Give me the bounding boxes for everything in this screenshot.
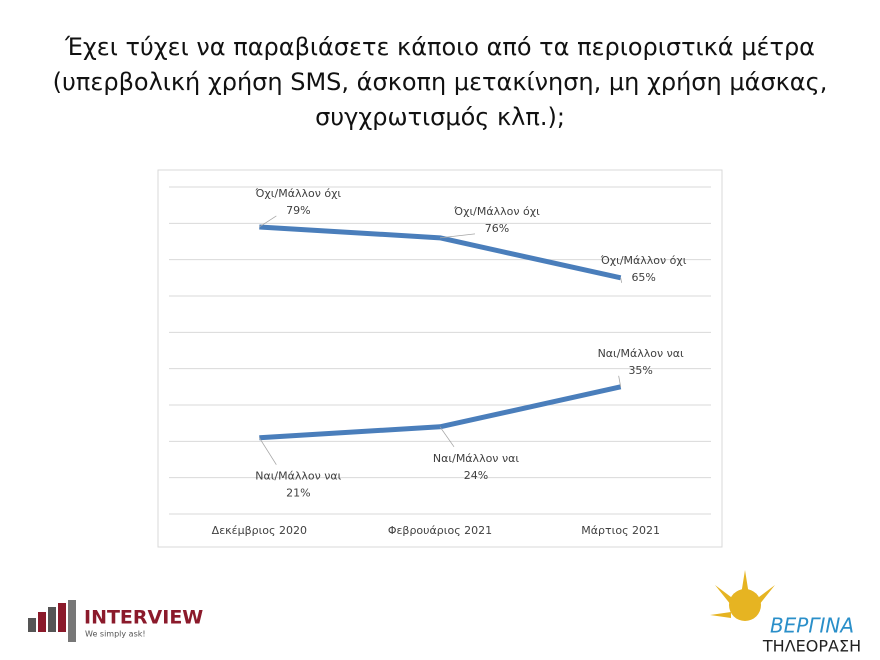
data-label-name: Ναι/Μάλλον ναι xyxy=(255,470,341,483)
leader-line xyxy=(620,277,623,283)
chart-frame xyxy=(157,169,723,548)
logo-bar xyxy=(28,618,36,632)
logo-slogan: We simply ask! xyxy=(85,630,146,639)
data-label: 21% xyxy=(286,487,310,500)
logo-bar xyxy=(68,600,76,642)
data-label-name: Όχι/Μάλλον όχι xyxy=(453,205,540,218)
logo-subtitle: ΤΗΛΕΟΡΑΣΗ xyxy=(762,637,861,656)
data-label: 79% xyxy=(286,204,310,217)
leader-line xyxy=(618,375,622,387)
leader-line xyxy=(439,426,455,448)
data-label: 24% xyxy=(464,469,488,482)
data-label: 35% xyxy=(628,364,652,377)
interview-logo: INTERVIEW We simply ask! xyxy=(28,600,203,642)
x-tick-label: Φεβρουάριος 2021 xyxy=(388,524,492,537)
data-label-name: Όχι/Μάλλον όχι xyxy=(600,254,687,267)
logo-sun xyxy=(729,589,761,621)
leader-line xyxy=(258,437,277,465)
logo-name: ΒΕΡΓΙΝΑ xyxy=(770,614,854,638)
data-label-name: Όχι/Μάλλον όχι xyxy=(254,187,341,200)
data-label-name: Ναι/Μάλλον ναι xyxy=(433,452,519,465)
logo-rays xyxy=(710,570,775,618)
logo-bar xyxy=(38,612,46,632)
data-label: 76% xyxy=(485,222,509,235)
logo-bar xyxy=(48,607,56,632)
data-label-name: Ναι/Μάλλον ναι xyxy=(598,347,684,360)
x-tick-label: Μάρτιος 2021 xyxy=(581,524,660,537)
logo-name: INTERVIEW xyxy=(84,607,203,629)
leader-line xyxy=(259,215,277,228)
vergina-logo: ΒΕΡΓΙΝΑ ΤΗΛΕΟΡΑΣΗ xyxy=(710,570,861,656)
logo-bar xyxy=(58,603,66,632)
chart-title: Έχει τύχει να παραβιάσετε κάποιο από τα … xyxy=(52,33,828,131)
leader-line xyxy=(439,233,476,239)
x-tick-label: Δεκέμβριος 2020 xyxy=(212,524,307,537)
data-label: 65% xyxy=(631,271,655,284)
